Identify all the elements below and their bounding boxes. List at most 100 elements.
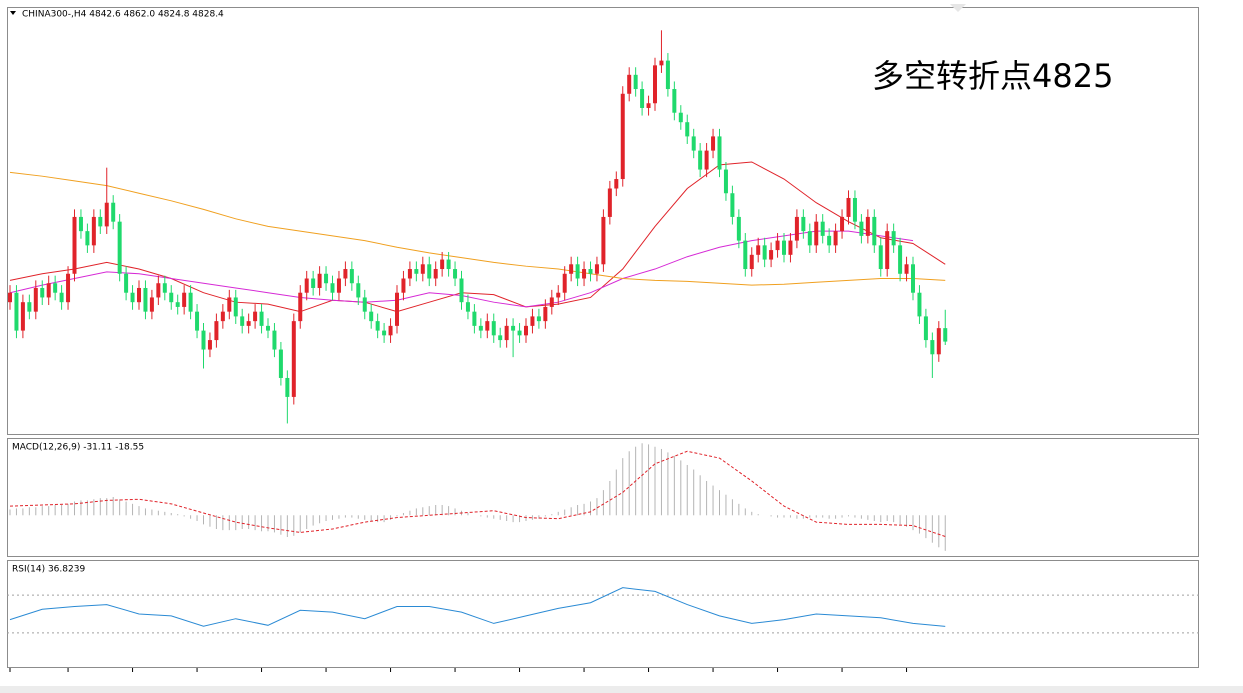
candle-body — [749, 254, 754, 270]
rsi-title: RSI(14) 36.8239 — [12, 565, 85, 575]
candle-body — [459, 278, 464, 303]
candle-body — [885, 231, 890, 270]
macd-signal — [9, 450, 946, 537]
candle-body — [852, 197, 857, 222]
candle-body — [562, 273, 567, 293]
candle-body — [349, 269, 354, 284]
candle-body — [569, 264, 574, 274]
candle-body — [227, 297, 232, 312]
candle-body — [607, 188, 612, 217]
candle-body — [646, 103, 651, 108]
tab-marker — [950, 4, 966, 12]
candle-body — [923, 316, 928, 341]
candle-body — [620, 93, 625, 180]
candle-body — [214, 321, 219, 341]
candle-body — [530, 316, 535, 326]
candle-body — [246, 321, 251, 326]
candle-body — [511, 325, 516, 331]
candle-body — [659, 60, 664, 66]
candle-body — [549, 297, 554, 307]
candle-body — [20, 302, 25, 331]
candle-body — [594, 264, 599, 274]
candle-body — [240, 316, 245, 326]
candle-body — [137, 287, 141, 303]
candle-body — [233, 297, 238, 317]
candle-body — [698, 150, 703, 170]
candle-body — [130, 292, 135, 303]
candle-body — [304, 278, 309, 293]
candle-body — [46, 283, 51, 298]
candle-body — [143, 287, 148, 312]
candle-body — [311, 278, 316, 288]
candle-body — [72, 216, 77, 274]
rsi-panel — [7, 560, 1199, 668]
candle-body — [672, 89, 677, 113]
candle-body — [156, 283, 161, 298]
candle-body — [575, 264, 580, 279]
candle-body — [201, 330, 206, 350]
candle-body — [536, 316, 541, 322]
candle-body — [936, 328, 941, 355]
candle-body — [665, 60, 670, 90]
candle-body — [807, 231, 812, 246]
candle-body — [27, 302, 32, 312]
candle-body — [336, 278, 341, 293]
candle-body — [111, 202, 116, 222]
candle-body — [878, 245, 883, 270]
candle-body — [369, 311, 374, 322]
candle-body — [149, 297, 154, 312]
mark-layer — [8, 30, 948, 627]
candle-body — [478, 325, 483, 331]
candle-body — [769, 250, 774, 260]
candle-body — [517, 330, 522, 336]
candle-body — [814, 221, 819, 246]
candle-body — [730, 193, 735, 217]
candle-body — [188, 292, 193, 312]
candle-body — [485, 321, 490, 331]
candle-body — [872, 216, 877, 246]
candle-body — [498, 335, 503, 341]
candle-body — [717, 136, 722, 170]
moving-average — [9, 161, 946, 313]
candle-body — [743, 240, 748, 270]
candle-body — [433, 269, 438, 279]
candle-body — [472, 311, 477, 326]
candle-body — [317, 273, 322, 288]
candle-body — [253, 311, 258, 322]
candle-body — [33, 287, 38, 312]
candle-body — [169, 292, 174, 303]
candle-body — [375, 321, 380, 331]
candle-body — [543, 306, 548, 322]
candle-body — [891, 231, 896, 246]
candle-body — [324, 273, 329, 284]
rsi-line — [9, 587, 946, 627]
candle-body — [440, 259, 445, 270]
candle-body — [91, 216, 96, 246]
candle-body — [356, 283, 361, 298]
candle-body — [330, 283, 335, 293]
candle-body — [898, 245, 903, 274]
candle-body — [453, 269, 458, 279]
candle-body — [653, 65, 657, 104]
candle-body — [85, 231, 90, 246]
candle-body — [582, 269, 587, 279]
candle-body — [220, 311, 225, 322]
candle-body — [291, 321, 296, 397]
candle-body — [414, 269, 419, 274]
candle-body — [794, 216, 799, 241]
candle-body — [266, 325, 270, 331]
text-layer: CHINA300-,H4 4842.6 4862.0 4824.8 4828.4… — [12, 10, 1113, 575]
candle-body — [53, 283, 58, 293]
candle-body — [678, 112, 683, 123]
candle-body — [820, 221, 825, 236]
candle-body — [846, 197, 851, 217]
candle-body — [627, 74, 632, 94]
candle-body — [504, 325, 509, 341]
candle-body — [911, 264, 915, 293]
candle-body — [788, 240, 793, 255]
candle-body — [382, 330, 387, 336]
candle-body — [827, 235, 832, 246]
candle-body — [401, 278, 406, 293]
